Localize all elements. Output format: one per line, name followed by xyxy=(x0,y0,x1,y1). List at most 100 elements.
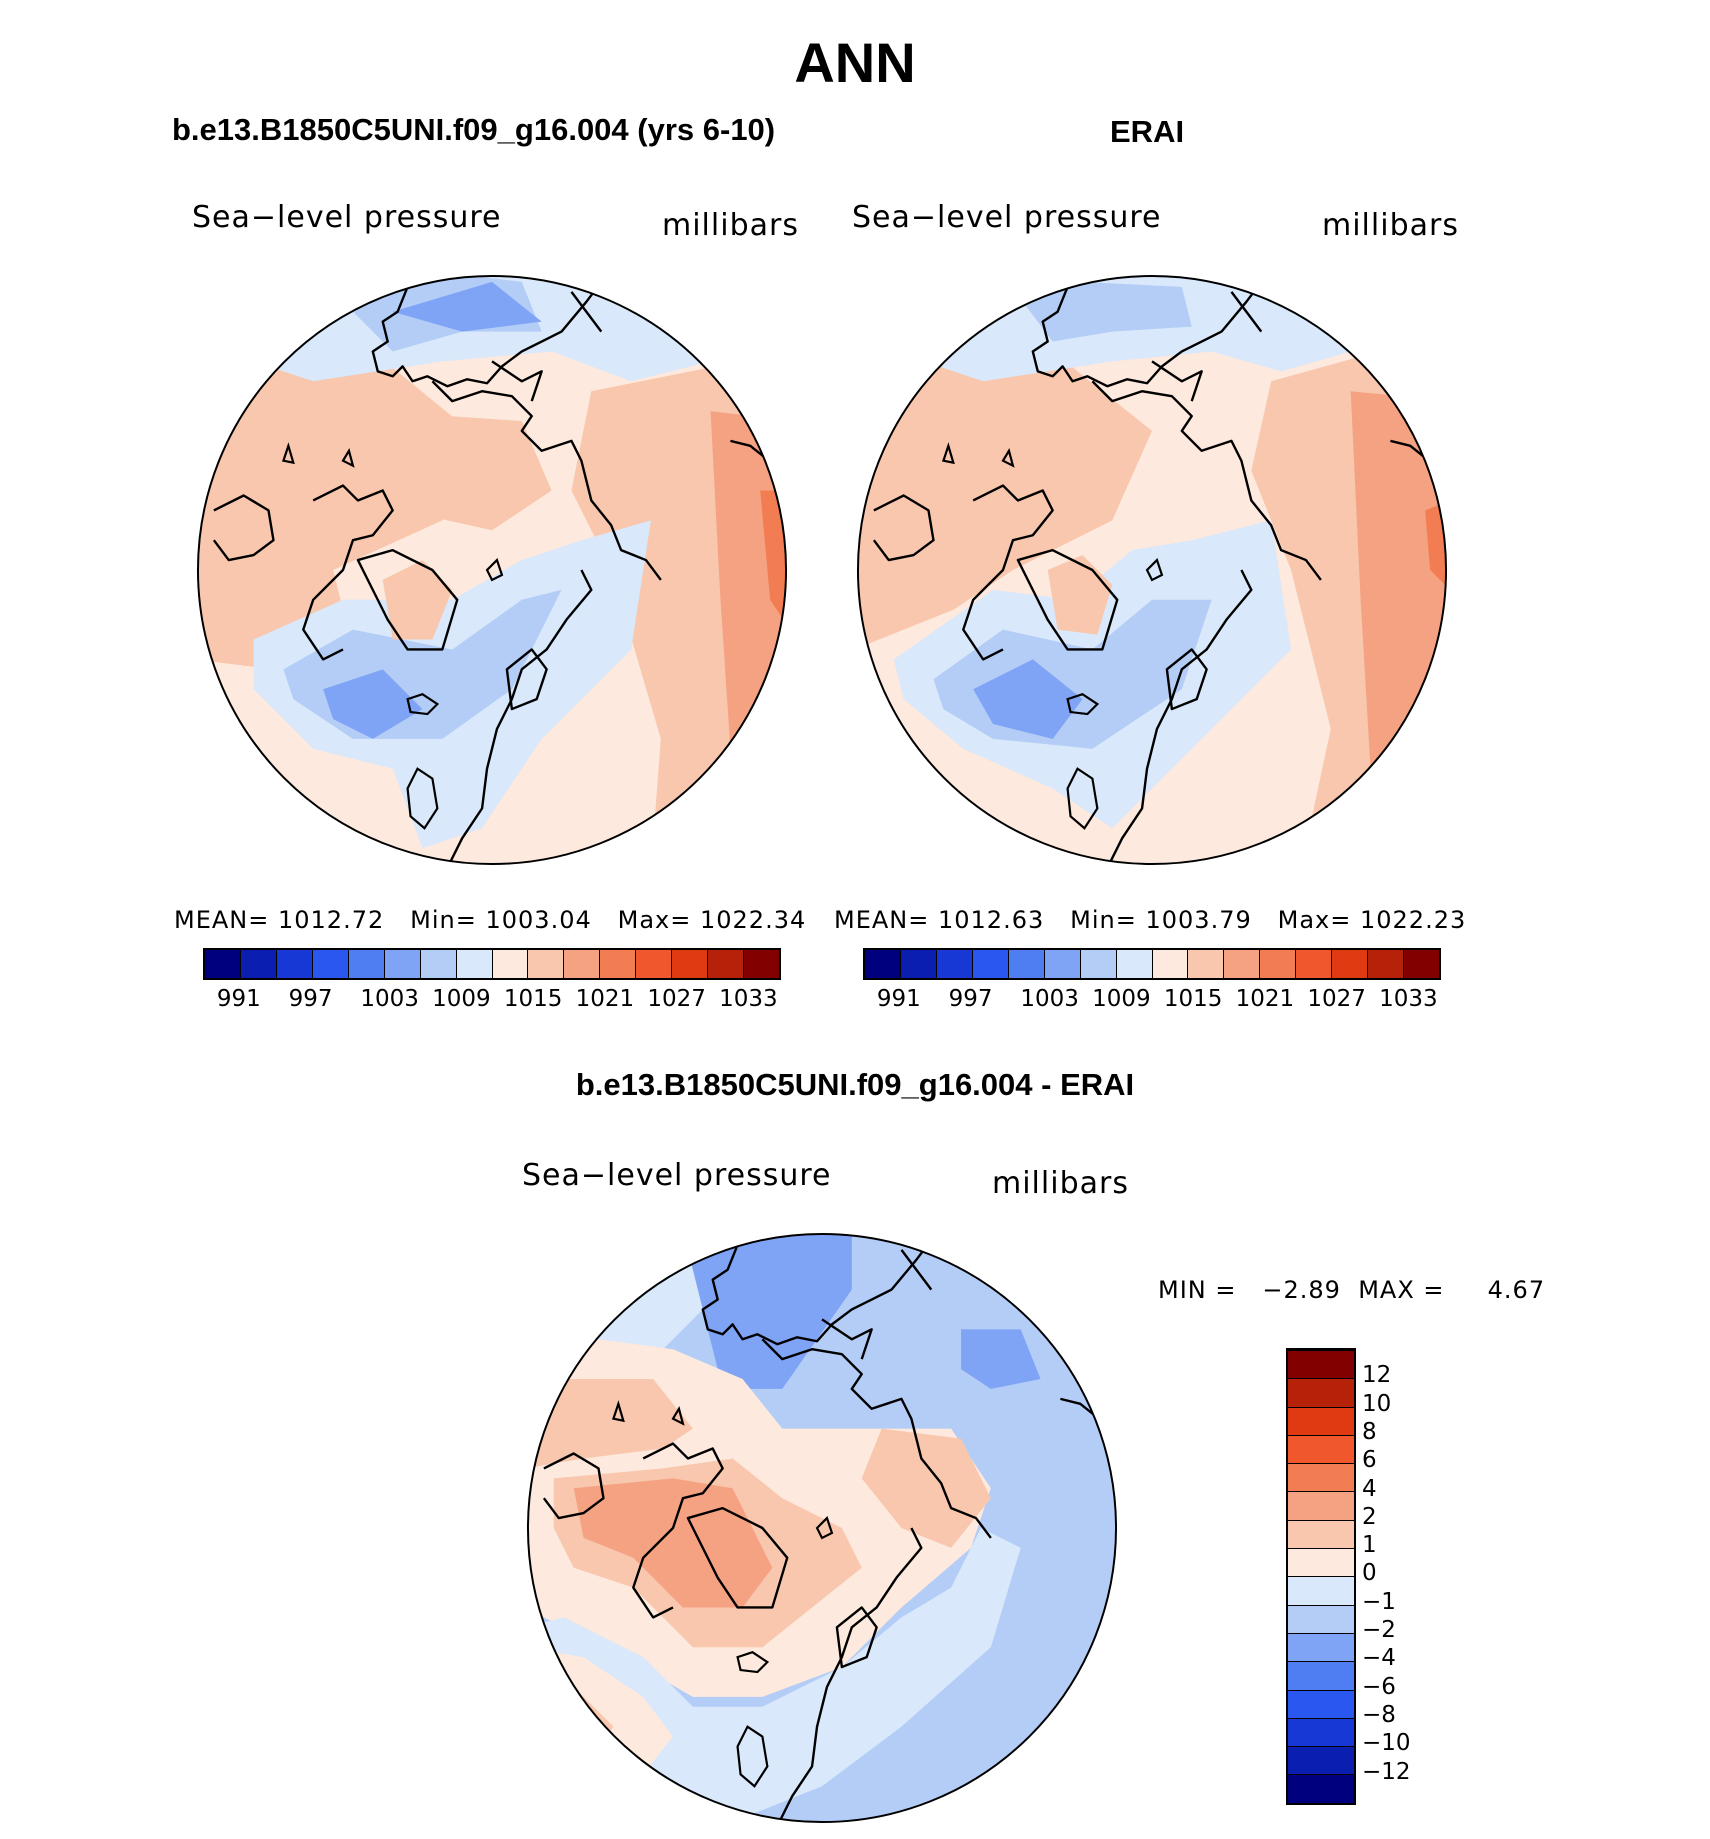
colorbar-diff-swatch-4 xyxy=(1288,1661,1354,1690)
colorbar-obs-tick-label: 1033 xyxy=(1379,986,1438,1012)
island-britain xyxy=(1066,767,1099,830)
colorbar-model-swatch-13 xyxy=(672,950,709,978)
coastline-kamchatka xyxy=(1230,291,1263,333)
coastline-alaska xyxy=(371,281,603,388)
coastline-kamchatka xyxy=(570,291,603,333)
colorbar-obs-swatch-0 xyxy=(865,950,901,978)
colorbar-diff-tick-label: 2 xyxy=(1362,1503,1377,1530)
coastline-hudson-bay xyxy=(212,494,275,562)
coastline-europe xyxy=(776,1527,923,1823)
panel-title-diff: b.e13.B1850C5UNI.f09_g16.004 - ERAI xyxy=(0,1067,1710,1103)
colorbar-obs-tick-label: 1021 xyxy=(1235,986,1295,1012)
colorbar-diff-swatch-13 xyxy=(1288,1406,1354,1435)
coastline-east-siberia xyxy=(491,360,543,402)
diff-contour-2-center xyxy=(573,1478,773,1608)
mean-value: 1012.63 xyxy=(938,906,1045,934)
colorbar-obs-swatch-12 xyxy=(1296,950,1333,978)
panel-title-diff-text: b.e13.B1850C5UNI.f09_g16.004 - ERAI xyxy=(575,1067,1135,1102)
variable-label-model: Sea−level pressure xyxy=(192,200,502,235)
colorbar-diff-tick-label: 1 xyxy=(1362,1532,1377,1559)
island-britain xyxy=(406,767,439,830)
colorbar-model-swatch-12 xyxy=(636,950,673,978)
colorbar-obs-swatch-3 xyxy=(972,950,1009,978)
colorbar-obs-tick-label: 991 xyxy=(876,986,921,1012)
panel-title-obs: ERAI xyxy=(1110,114,1185,149)
coastline-siberia xyxy=(761,1338,992,1539)
colorbar-model-tick-label: 1033 xyxy=(719,986,778,1012)
variable-label-obs: Sea−level pressure xyxy=(852,200,1162,235)
colorbar-obs-swatch-11 xyxy=(1260,950,1297,978)
colorbar-model-swatch-8 xyxy=(492,950,529,978)
field-contour-1003-north xyxy=(1022,281,1192,342)
colorbar-diff-tick-label: −2 xyxy=(1362,1617,1396,1643)
colorbar-obs xyxy=(863,948,1441,980)
max-value: 4.67 xyxy=(1487,1276,1546,1304)
island-iceland xyxy=(736,1650,770,1674)
colorbar-diff-swatch-11 xyxy=(1288,1463,1354,1492)
colorbar-obs-tick-label: 1003 xyxy=(1020,986,1079,1012)
colorbar-model-tick-label: 991 xyxy=(216,986,261,1012)
units-label-diff: millibars xyxy=(992,1166,1129,1201)
field-contour-1021-west xyxy=(857,351,1152,650)
colorbar-diff-tick-label: −12 xyxy=(1362,1758,1411,1785)
coastline-alaska xyxy=(1031,281,1263,388)
colorbar-obs-swatch-8 xyxy=(1152,950,1189,978)
diff-contour-m2-east xyxy=(961,1329,1041,1389)
coastline-hudson-bay xyxy=(542,1452,605,1520)
colorbar-diff-swatch-12 xyxy=(1288,1434,1354,1464)
colorbar-model-tick-label: 1003 xyxy=(360,986,419,1012)
colorbar-obs-swatch-14 xyxy=(1368,950,1405,978)
map-diff xyxy=(526,1232,1118,1824)
colorbar-model-tick-label: 1021 xyxy=(575,986,635,1012)
colorbar-obs-swatch-5 xyxy=(1044,950,1081,978)
colorbar-diff-tick-label: 8 xyxy=(1362,1418,1377,1445)
min-label: MIN = xyxy=(1158,1276,1237,1304)
min-label: Min= xyxy=(410,906,477,934)
colorbar-obs-tick-label: 997 xyxy=(948,986,993,1012)
colorbar-ticks-model: 991 997 1003 1009 1015 1021 1027 1033 xyxy=(205,986,779,1016)
colorbar-obs-swatch-10 xyxy=(1224,950,1261,978)
colorbar-model-swatch-6 xyxy=(420,950,457,978)
colorbar-model-swatch-15 xyxy=(744,950,779,978)
colorbar-diff-tick-label: −6 xyxy=(1362,1673,1396,1700)
coastline-east-siberia xyxy=(821,1318,873,1360)
colorbar-diff-tick-label: −1 xyxy=(1362,1588,1396,1615)
colorbar-diff-tick-label: 4 xyxy=(1362,1475,1377,1502)
colorbar-obs-swatch-2 xyxy=(936,950,973,978)
colorbar-diff-tick-label: 10 xyxy=(1362,1390,1392,1417)
colorbar-diff-swatch-6 xyxy=(1288,1604,1354,1633)
colorbar-obs-swatch-7 xyxy=(1116,950,1153,978)
colorbar-ticks-diff: −12 −10 −8 −6 −4 −2 −1 0 1 2 4 6 8 10 12 xyxy=(1362,1348,1452,1808)
colorbar-model-tick-label: 1027 xyxy=(647,986,706,1012)
units-label-obs: millibars xyxy=(1322,208,1459,243)
colorbar-diff-swatch-2 xyxy=(1288,1717,1354,1747)
map-border xyxy=(196,274,788,866)
island-iceland xyxy=(1066,692,1100,716)
stats-obs: MEAN= 1012.63 Min= 1003.79 Max= 1022.23 xyxy=(834,906,1466,934)
coastline-greenland xyxy=(686,1506,789,1609)
map-border xyxy=(856,274,1448,866)
colorbar-model-swatch-7 xyxy=(456,950,493,978)
colorbar-obs-swatch-1 xyxy=(900,950,937,978)
island-svalbard xyxy=(1145,558,1164,582)
coastline-siberia xyxy=(431,380,662,581)
island-archipelago-1 xyxy=(341,448,355,468)
max-label: MAX = xyxy=(1358,1276,1445,1304)
greenland-high xyxy=(382,560,453,640)
mean-label: MEAN= xyxy=(174,906,270,934)
coastline-east-siberia xyxy=(1151,360,1203,402)
colorbar-model-swatch-0 xyxy=(205,950,241,978)
map-model xyxy=(196,274,788,866)
variable-label-diff: Sea−level pressure xyxy=(522,1158,832,1193)
field-contour-997-atlantic xyxy=(323,669,423,739)
mean-label: MEAN= xyxy=(834,906,930,934)
coastline-greenland xyxy=(356,548,459,651)
colorbar-obs-swatch-13 xyxy=(1332,950,1369,978)
colorbar-diff-tick-label: 0 xyxy=(1362,1560,1377,1587)
coastline-scandinavia xyxy=(835,1606,878,1669)
colorbar-model-swatch-1 xyxy=(240,950,277,978)
colorbar-model-swatch-4 xyxy=(348,950,385,978)
colorbar-model-swatch-14 xyxy=(708,950,745,978)
min-value: 1003.04 xyxy=(485,906,592,934)
island-archipelago-1 xyxy=(1001,448,1015,468)
